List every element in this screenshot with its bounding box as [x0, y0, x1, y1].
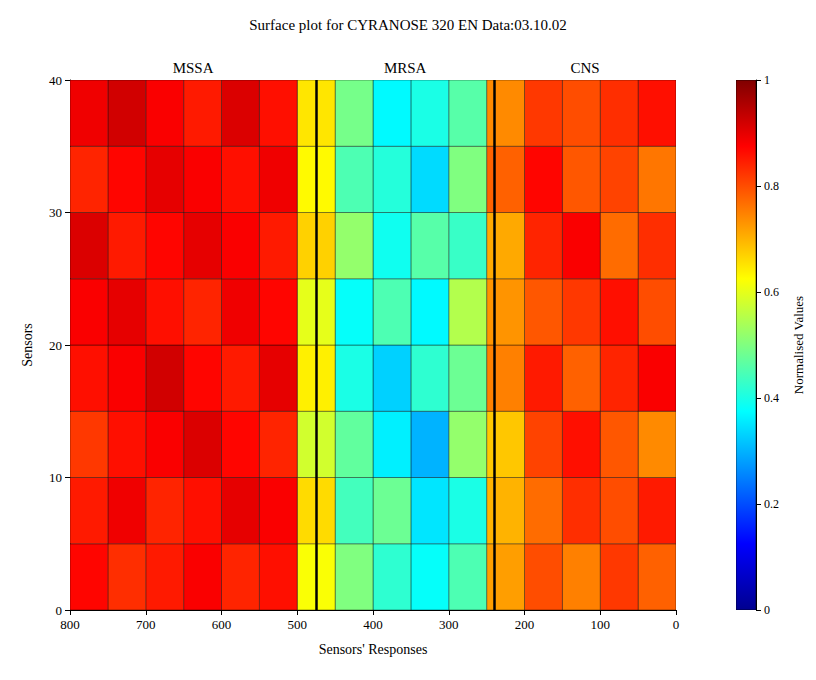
svg-text:0.2: 0.2	[764, 497, 779, 511]
svg-text:Sensors: Sensors	[20, 323, 35, 367]
svg-text:CNS: CNS	[571, 60, 600, 76]
svg-text:Sensors' Responses: Sensors' Responses	[319, 642, 428, 657]
svg-text:1: 1	[764, 73, 770, 87]
svg-text:200: 200	[515, 617, 535, 632]
svg-text:500: 500	[288, 617, 308, 632]
svg-text:20: 20	[49, 338, 62, 353]
svg-text:30: 30	[49, 205, 62, 220]
svg-text:0.6: 0.6	[764, 285, 779, 299]
svg-text:MSSA: MSSA	[173, 60, 214, 76]
svg-text:700: 700	[136, 617, 156, 632]
svg-text:40: 40	[49, 73, 62, 88]
svg-text:Normalised Values: Normalised Values	[791, 296, 806, 394]
svg-text:100: 100	[591, 617, 611, 632]
svg-text:0: 0	[764, 603, 770, 617]
svg-text:0.4: 0.4	[764, 391, 779, 405]
svg-text:300: 300	[439, 617, 459, 632]
svg-text:600: 600	[212, 617, 232, 632]
svg-text:0: 0	[56, 603, 63, 618]
svg-text:0: 0	[673, 617, 680, 632]
svg-text:MRSA: MRSA	[384, 60, 427, 76]
svg-text:400: 400	[363, 617, 383, 632]
svg-text:800: 800	[60, 617, 80, 632]
svg-text:0.8: 0.8	[764, 179, 779, 193]
svg-text:10: 10	[49, 470, 62, 485]
svg-text:Surface plot for CYRANOSE 320: Surface plot for CYRANOSE 320 EN Data:03…	[249, 17, 566, 33]
